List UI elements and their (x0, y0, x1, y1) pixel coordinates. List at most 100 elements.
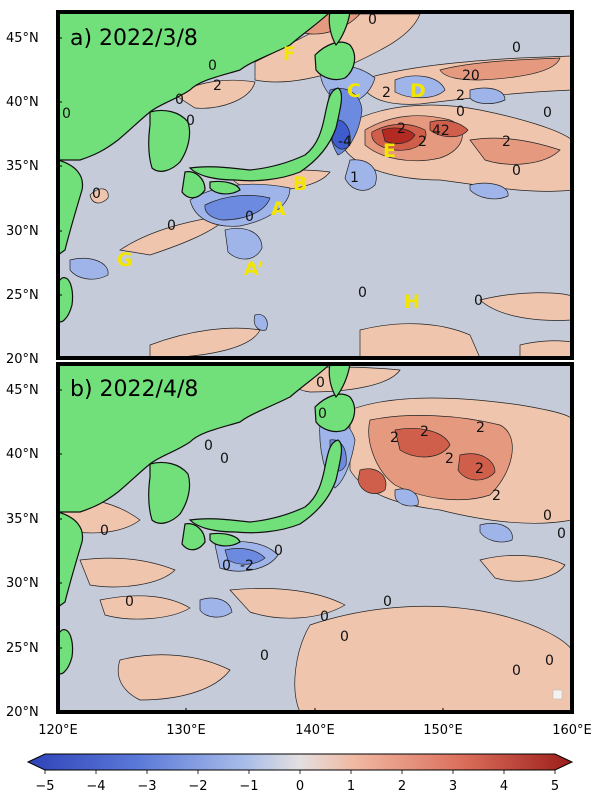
contour-label: 1 (350, 170, 359, 186)
korea-b (148, 461, 191, 524)
japan-honshu-b (188, 439, 343, 534)
contour-label: 20 (462, 68, 480, 84)
contour-label: 0 (512, 40, 521, 56)
contour-label: 0 (557, 526, 566, 542)
lon-tick-label: 130°E (166, 723, 206, 738)
lat-tick-label: 45°N (6, 31, 39, 46)
colorbar: −5 −4 −3 −2 −1 0 1 2 3 4 5 (26, 753, 574, 794)
contour-label: 2 (418, 134, 427, 150)
region-label-b: B (293, 173, 307, 195)
region-label-e: E (383, 140, 396, 162)
contour-label: 0 (204, 438, 213, 454)
region-label-h: H (404, 291, 420, 313)
colorbar-tick-labels: −5 −4 −3 −2 −1 0 1 2 3 4 5 (35, 779, 559, 794)
lon-tick-label: 150°E (423, 723, 463, 738)
lat-tick-label: 35°N (6, 159, 39, 174)
contour-label: 0 (100, 523, 109, 539)
contour-label: 0 (368, 12, 377, 28)
contour-label: 2 (213, 78, 222, 94)
contour-label: -4 (338, 134, 352, 150)
region-label-d: D (410, 80, 426, 102)
contour-label: 0 (92, 186, 101, 202)
colorbar-tick-label: −2 (188, 779, 207, 794)
hokkaido-a (314, 41, 356, 81)
region-label-a: A (271, 198, 286, 220)
panel-a-cold-anomalies (69, 65, 509, 331)
contour-label: 0 (543, 508, 552, 524)
lon-axis: 120°E 130°E 140°E 150°E 160°E (38, 708, 592, 738)
contour-label: 2 (476, 420, 485, 436)
colorbar-tick-label: −3 (137, 779, 156, 794)
korea-a (148, 109, 191, 172)
panel-a: 0 0 0 2 20 0 2 2 0 -4 2 42 2 0 0 0 1 2 0… (56, 10, 574, 360)
panel-a-contour-labels: 0 0 0 2 20 0 2 2 0 -4 2 42 2 0 0 0 1 2 0… (62, 12, 552, 309)
lon-tick-label: 160°E (552, 723, 592, 738)
contour-label: 2 (456, 88, 465, 104)
contour-label: 0 (186, 113, 195, 129)
contour-label: 0 (245, 209, 254, 225)
contour-label: 2 (390, 430, 399, 446)
contour-label: 0 (316, 375, 325, 391)
panel-b: 0 0 0 2 2 2 2 2 2 0 0 0 0 -2 0 0 0 0 0 0 (56, 362, 574, 714)
contour-label: 2 (502, 134, 511, 150)
lon-tick-label: 120°E (38, 723, 78, 738)
lat-tick-label: 20°N (6, 705, 39, 720)
lat-tick-label: 30°N (6, 576, 39, 591)
panel-a-region-labels: F C D E B A A’ G H (117, 43, 426, 313)
japan-shikoku-a (209, 180, 241, 195)
asia-mainland-a (58, 12, 331, 161)
colorbar-tick-label: −5 (35, 779, 54, 794)
panel-a-warm-anomalies (89, 13, 572, 358)
region-label-f: F (283, 43, 296, 65)
japan-kyushu-a (181, 171, 206, 199)
contour-label: 0 (260, 648, 269, 664)
contour-label: 0 (545, 653, 554, 669)
contour-label: 2 (382, 85, 391, 101)
contour-label: 2 (475, 461, 484, 477)
contour-label: -2 (240, 558, 254, 574)
contour-label: 0 (383, 594, 392, 610)
lon-tick-label: 140°E (295, 723, 335, 738)
panel-a-land (58, 12, 356, 323)
asia-mainland-b (58, 364, 331, 513)
sakhalin-a (328, 12, 351, 47)
colorbar-tick-label: 1 (347, 779, 355, 794)
contour-label: 0 (125, 594, 134, 610)
lat-tick-label: 40°N (6, 447, 39, 462)
lat-tick-label: 20°N (6, 352, 39, 367)
contour-label: 2 (420, 424, 429, 440)
contour-label: 0 (358, 285, 367, 301)
contour-label: 0 (167, 218, 176, 234)
sakhalin-b (328, 364, 351, 399)
colorbar-tick-label: 3 (449, 779, 457, 794)
contour-label: 0 (274, 543, 283, 559)
contour-label: 0 (340, 629, 349, 645)
china-coast-a (58, 159, 84, 256)
panel-b-contour-labels: 0 0 0 2 2 2 2 2 2 0 0 0 0 -2 0 0 0 0 0 0 (100, 375, 566, 679)
japan-kyushu-b (181, 523, 206, 551)
hokkaido-b (314, 393, 356, 433)
contour-label: 42 (432, 123, 450, 139)
contour-label: 0 (512, 663, 521, 679)
lat-tick-label: 25°N (6, 641, 39, 656)
contour-label: 0 (320, 609, 329, 625)
colorbar-tick-label: −1 (239, 779, 258, 794)
contour-label: 0 (220, 451, 229, 467)
panel-a-title: a) 2022/3/8 (70, 26, 198, 51)
contour-label: 0 (208, 58, 217, 74)
japan-shikoku-b (209, 532, 241, 547)
contour-label: 0 (543, 105, 552, 121)
contour-label: 0 (222, 558, 231, 574)
colorbar-ticks (44, 770, 556, 774)
lat-tick-label: 45°N (6, 383, 39, 398)
region-label-g: G (117, 249, 133, 271)
japan-honshu-a (188, 87, 343, 182)
contour-label: 0 (318, 406, 327, 422)
colorbar-tick-label: −4 (86, 779, 105, 794)
lat-tick-label: 25°N (6, 288, 39, 303)
lat-tick-label: 30°N (6, 224, 39, 239)
panel-b-land (58, 364, 356, 675)
panel-b-lat-axis: 45°N 40°N 35°N 30°N 25°N 20°N (6, 383, 62, 720)
lat-tick-label: 40°N (6, 95, 39, 110)
